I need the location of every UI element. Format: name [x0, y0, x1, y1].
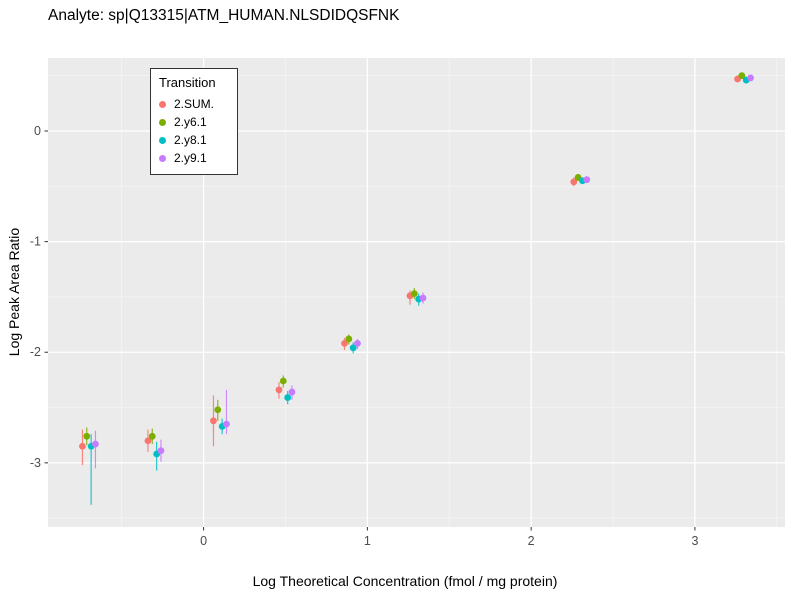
legend-title: Transition [159, 75, 216, 90]
data-point [214, 406, 222, 414]
legend: Transition 2.SUM. 2.y6.1 2.y8.1 2.y9.1 [150, 68, 238, 175]
data-point [354, 339, 361, 347]
x-tick-label: 0 [200, 534, 207, 548]
y-tick-label: -2 [30, 345, 41, 359]
data-point [79, 442, 86, 450]
data-point [410, 290, 418, 298]
data-point [83, 432, 91, 440]
legend-item: 2.SUM. [159, 95, 229, 113]
y-tick-label: -1 [30, 235, 41, 249]
data-point [275, 386, 283, 394]
legend-label: 2.y8.1 [174, 133, 207, 147]
y-axis-title: Log Peak Area Ratio [6, 227, 22, 357]
data-point [570, 178, 578, 186]
legend-label: 2.SUM. [174, 97, 215, 111]
data-point [284, 394, 292, 401]
legend-swatch-icon [159, 136, 166, 144]
legend-item: 2.y6.1 [159, 113, 229, 131]
legend-swatch-icon [159, 100, 166, 108]
x-axis-title: Log Theoretical Concentration (fmol / mg… [252, 573, 558, 589]
data-point [92, 440, 99, 448]
legend-label: 2.y6.1 [174, 115, 207, 129]
data-point [148, 432, 156, 440]
data-point [279, 377, 287, 385]
data-point [583, 176, 591, 184]
legend-item: 2.y9.1 [159, 149, 229, 167]
legend-swatch-icon [159, 154, 166, 162]
data-point [157, 447, 165, 455]
x-tick-label: 2 [528, 534, 535, 548]
legend-label: 2.y9.1 [174, 151, 207, 165]
data-point [210, 417, 217, 425]
chart-title: Analyte: sp|Q13315|ATM_HUMAN.NLSDIDQSFNK [48, 7, 400, 24]
data-point [144, 437, 152, 445]
data-point [341, 339, 348, 347]
legend-swatch-icon [159, 118, 166, 126]
data-point [223, 420, 230, 428]
y-tick-label: -3 [30, 456, 41, 470]
x-tick-label: 1 [364, 534, 371, 548]
data-point [738, 72, 746, 80]
data-point [419, 294, 427, 302]
data-point [288, 388, 296, 396]
data-point [747, 74, 754, 82]
x-tick-label: 3 [691, 534, 698, 548]
legend-item: 2.y8.1 [159, 131, 229, 149]
data-point [345, 335, 353, 343]
y-tick-label: 0 [34, 124, 41, 138]
data-point [349, 344, 357, 352]
